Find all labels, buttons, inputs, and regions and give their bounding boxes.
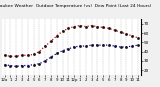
Text: Milwaukee Weather  Outdoor Temperature (vs)  Dew Point (Last 24 Hours): Milwaukee Weather Outdoor Temperature (v… — [0, 4, 151, 8]
